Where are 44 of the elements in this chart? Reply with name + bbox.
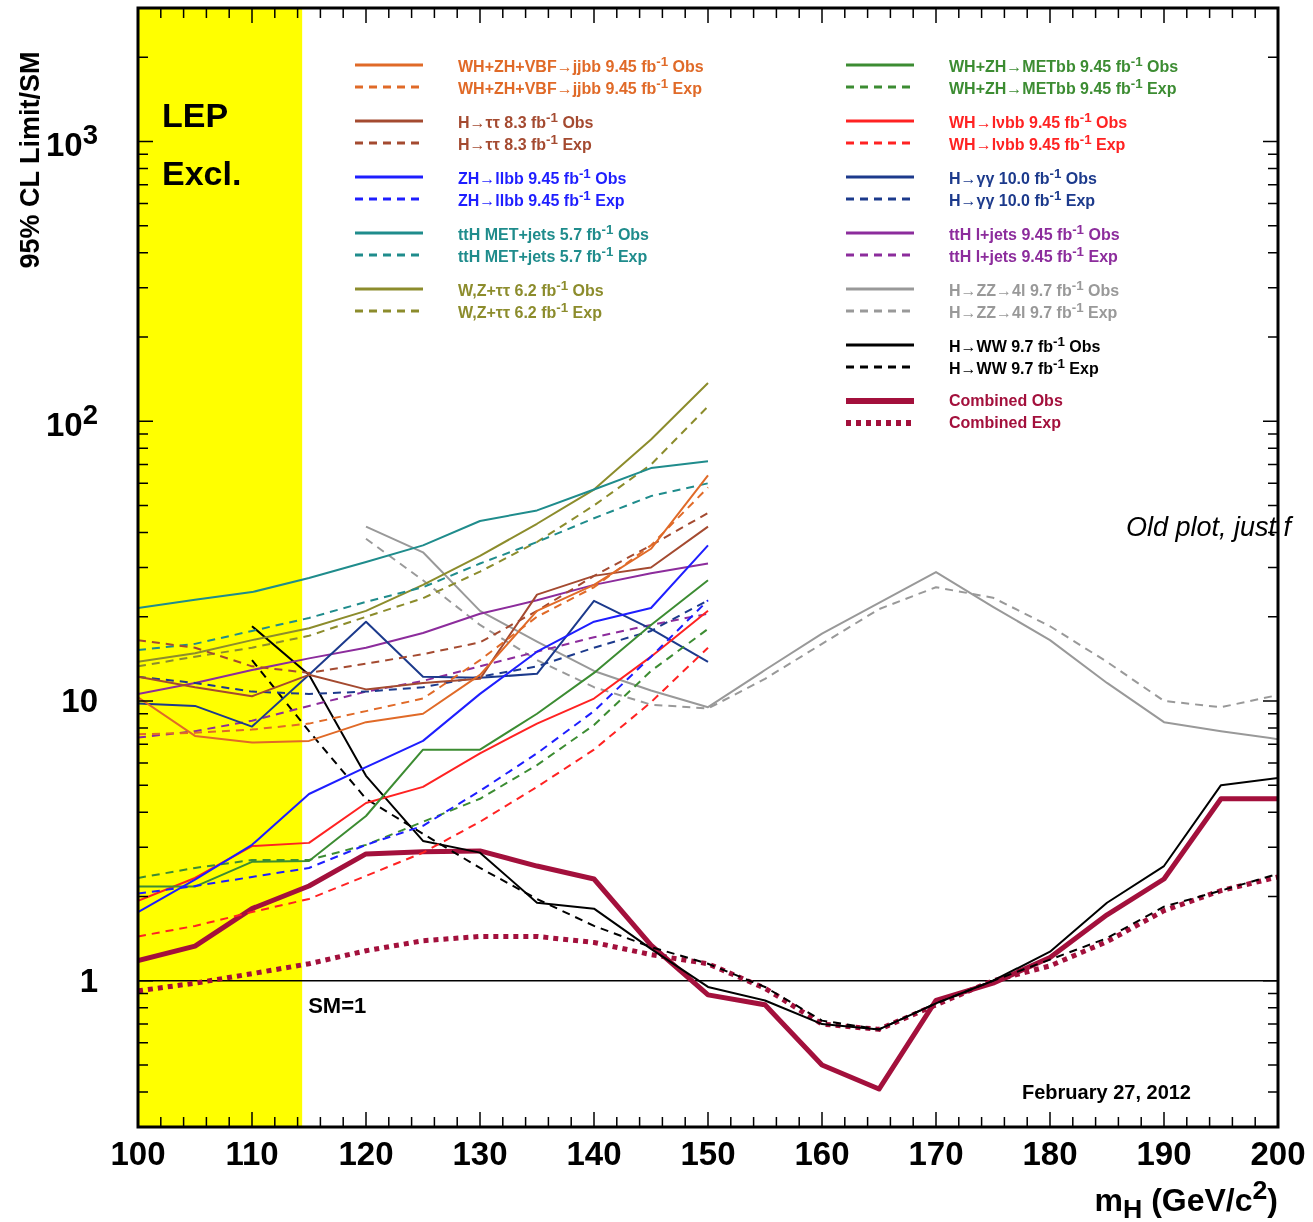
legend-label: WH→lνbb 9.45 fb$^{-1}$ Exp [949, 131, 1126, 155]
x-tick-label: 110 [225, 1135, 279, 1173]
legend-label: WH+ZH+VBF→jjbb 9.45 fb$^{-1}$ Obs [458, 53, 704, 77]
legend-label: Combined Exp [949, 414, 1062, 432]
x-tick-label: 190 [1136, 1135, 1192, 1173]
legend-label: ttH MET+jets 5.7 fb$^{-1}$ Obs [458, 221, 649, 245]
legend-label: H→WW 9.7 fb$^{-1}$ Exp [949, 355, 1099, 379]
legend-label: H→ZZ→4l 9.7 fb$^{-1}$ Exp [949, 299, 1118, 323]
legend-label: Combined Obs [949, 392, 1063, 410]
legend-label: ttH MET+jets 5.7 fb$^{-1}$ Exp [458, 243, 648, 267]
legend-label: W,Z+ττ 6.2 fb$^{-1}$ Exp [458, 299, 602, 323]
x-tick-label: 180 [1022, 1135, 1078, 1173]
legend-label: H→ττ 8.3 fb$^{-1}$ Obs [458, 109, 594, 133]
x-tick-label: 120 [338, 1135, 394, 1173]
legend-label: W,Z+ττ 6.2 fb$^{-1}$ Obs [458, 277, 604, 301]
legend-label: H→ττ 8.3 fb$^{-1}$ Exp [458, 131, 592, 155]
y-tick-label: 1 [79, 961, 98, 1000]
x-tick-label: 140 [566, 1135, 622, 1173]
x-tick-label: 160 [794, 1135, 850, 1173]
band-label: LEP Excl. [162, 95, 243, 194]
x-tick-label: 150 [680, 1135, 736, 1173]
x-tick-label: 130 [452, 1135, 508, 1173]
x-tick-label: 200 [1250, 1135, 1306, 1173]
y-tick-label: 10$^{3}$ [45, 118, 98, 164]
legend-label: WH+ZH→METbb 9.45 fb$^{-1}$ Obs [949, 53, 1179, 77]
legend-label: H→γγ 10.0 fb$^{-1}$ Obs [949, 165, 1097, 189]
ref-line-label: SM=1 [308, 992, 367, 1019]
legend-label: ttH l+jets 9.45 fb$^{-1}$ Exp [949, 243, 1118, 267]
y-tick-label: 10 [61, 681, 98, 720]
legend-label: H→γγ 10.0 fb$^{-1}$ Exp [949, 187, 1096, 211]
annotation: February 27, 2012 [1022, 1081, 1191, 1104]
x-tick-label: 170 [908, 1135, 964, 1173]
legend-label: WH+ZH→METbb 9.45 fb$^{-1}$ Exp [949, 75, 1177, 99]
legend-label: H→WW 9.7 fb$^{-1}$ Obs [949, 333, 1101, 357]
legend-label: WH+ZH+VBF→jjbb 9.45 fb$^{-1}$ Exp [458, 75, 702, 99]
y-tick-label: 10$^{2}$ [45, 398, 98, 444]
legend-label: ZH→llbb 9.45 fb$^{-1}$ Exp [458, 187, 625, 211]
legend-label: WH→lνbb 9.45 fb$^{-1}$ Obs [949, 109, 1128, 133]
legend-label: ZH→llbb 9.45 fb$^{-1}$ Obs [458, 165, 627, 189]
x-tick-label: 100 [110, 1135, 166, 1173]
legend-label: H→ZZ→4l 9.7 fb$^{-1}$ Obs [949, 277, 1120, 301]
legend-label: ttH l+jets 9.45 fb$^{-1}$ Obs [949, 221, 1120, 245]
x-axis-title: m$_{H}$ (GeV/c$^{2}$) [1094, 1175, 1278, 1222]
y-axis-title: 95% CL Limit/SM [14, 51, 46, 269]
